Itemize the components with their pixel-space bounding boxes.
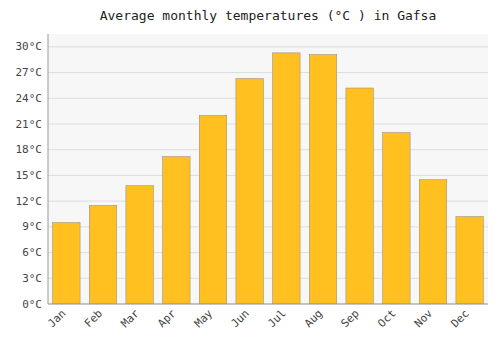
bar [89, 205, 117, 304]
bar [456, 217, 484, 304]
x-tick-label: Oct [375, 307, 398, 330]
y-tick-label: 27°C [16, 66, 43, 79]
x-tick-label: Nov [412, 307, 436, 331]
bar [273, 53, 301, 304]
x-tick-label: Feb [82, 307, 105, 330]
x-tick-label: Dec [449, 307, 472, 330]
x-axis-line [48, 304, 488, 305]
bar [236, 79, 264, 304]
bar [309, 55, 337, 304]
bar [199, 115, 227, 304]
x-tick-label: Apr [155, 307, 179, 331]
x-tick-label: Jul [265, 307, 288, 330]
y-tick-label: 9°C [22, 220, 42, 233]
y-tick-label: 15°C [16, 169, 43, 182]
bar [163, 157, 191, 304]
plot-area [48, 34, 488, 304]
bar [126, 186, 153, 304]
grid [48, 47, 488, 304]
grid-line [48, 46, 488, 47]
grid-line [48, 72, 488, 73]
y-tick-label: 30°C [16, 40, 43, 53]
y-tick-label: 12°C [16, 195, 43, 208]
x-tick-label: Jan [45, 307, 68, 330]
bars [53, 53, 484, 304]
x-tick-label: Aug [302, 307, 325, 330]
x-tick-label: Jun [229, 307, 252, 330]
grid-line [48, 304, 488, 305]
y-tick-label: 24°C [16, 92, 43, 105]
y-tick-label: 3°C [22, 272, 42, 285]
y-tick-label: 6°C [22, 246, 42, 259]
x-tick-label: May [192, 307, 216, 331]
bar [383, 133, 411, 304]
x-tick-label: Mar [119, 307, 143, 331]
grid-line [48, 98, 488, 99]
bar [346, 88, 374, 304]
y-tick-label: 21°C [16, 118, 43, 131]
chart: 0°C 3°C 6°C 9°C 12°C 15°C 18°C 21°C 24°C 27°C 30°C… [0, 0, 500, 350]
grid-line [48, 149, 488, 150]
y-tick-label: 0°C [22, 298, 42, 311]
y-tick-label: 18°C [16, 143, 43, 156]
x-tick-label: Sep [339, 307, 362, 330]
title: Average monthly temperatures (°C ) in Ga… [100, 8, 437, 23]
bar [53, 223, 80, 304]
bar [419, 180, 447, 304]
grid-line [48, 175, 488, 176]
grid-line [48, 124, 488, 125]
y-axis-line [48, 34, 49, 304]
